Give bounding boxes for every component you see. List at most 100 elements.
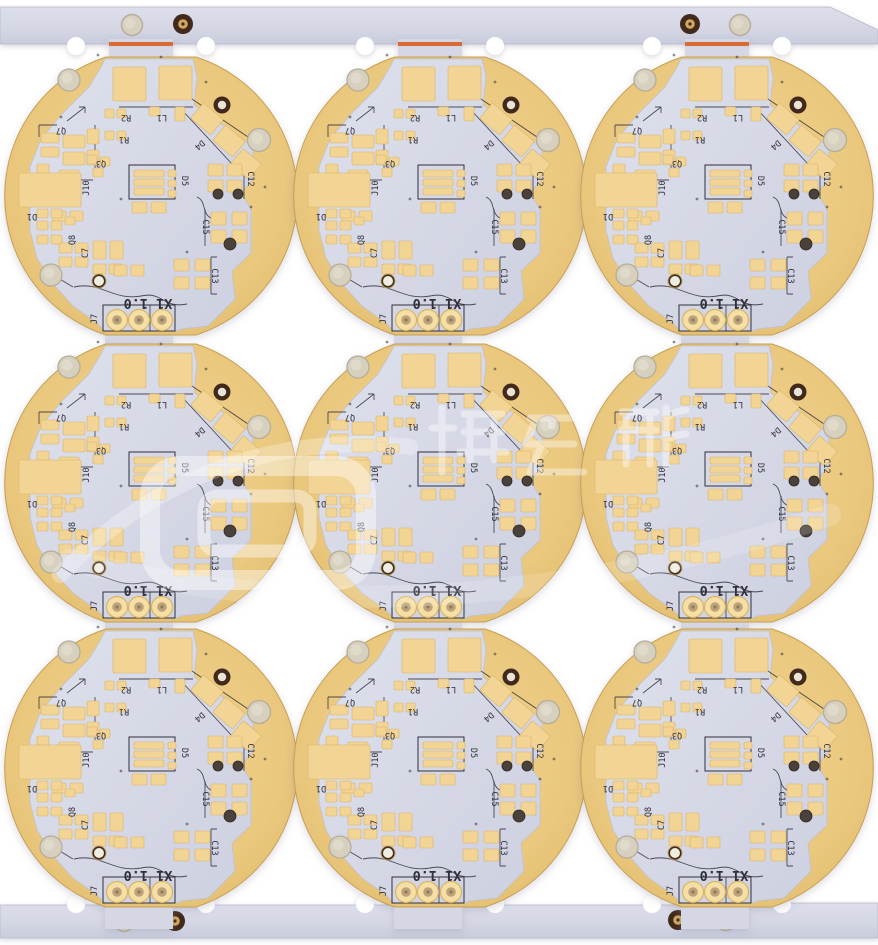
gold-pad [479, 390, 513, 422]
tooling-hole-plain [120, 13, 144, 37]
gold-pad [786, 801, 803, 816]
speck [635, 115, 639, 119]
silkscreen-line [642, 393, 662, 409]
silkscreen-label-R1: R1 [119, 421, 129, 431]
gold-pad [393, 680, 404, 691]
gold-pad [131, 773, 148, 786]
gold-pad [104, 395, 115, 406]
gold-pad [634, 529, 649, 541]
gold-pad [393, 417, 404, 428]
gold-pad [381, 835, 396, 847]
gold-pad [401, 638, 436, 674]
gold-pad [388, 156, 400, 167]
gold-pad [709, 169, 741, 178]
gold-pad [709, 178, 741, 187]
silkscreen-label-C12: C12 [245, 458, 255, 473]
gold-pad [766, 390, 800, 422]
silkscreen-label-D1: D1 [603, 783, 613, 793]
silkscreen-label-Q8: Q8 [644, 235, 654, 245]
speck [672, 53, 676, 57]
gold-pad [626, 521, 639, 532]
gold-pad [130, 264, 145, 277]
gold-pad [770, 848, 787, 862]
gold-pad [402, 551, 417, 564]
silkscreen-line [66, 678, 86, 694]
gold-pad [692, 680, 703, 691]
gold-pad [150, 488, 167, 501]
gold-pad [40, 718, 60, 730]
silkscreen-label-Q3: Q3 [385, 445, 395, 455]
j7-connector-pad [726, 308, 750, 332]
gold-pad [668, 263, 683, 275]
gold-pad [112, 66, 147, 102]
gold-pad [685, 812, 700, 832]
speck [780, 367, 784, 371]
speck [119, 769, 123, 773]
gold-pad [515, 163, 532, 177]
gold-pad [325, 450, 339, 461]
speck [204, 652, 208, 656]
gold-pad [650, 529, 665, 541]
gold-pad [520, 229, 537, 244]
silkscreen-label-J10: J10 [371, 180, 381, 195]
gold-pad [668, 812, 683, 832]
gold-pad [662, 441, 674, 452]
gold-pad [148, 678, 161, 689]
gold-pad [456, 741, 466, 750]
mounting-hole [246, 414, 272, 440]
gold-pad [402, 836, 417, 849]
small-ring-hole [91, 845, 107, 861]
gold-pad [92, 550, 107, 562]
silkscreen-label-C13: C13 [785, 555, 795, 570]
silkscreen-label-D1: D1 [316, 211, 326, 221]
silkscreen-label-D5: D5 [179, 748, 189, 758]
gold-pad [212, 412, 246, 444]
silkscreen-label-R2: R2 [697, 112, 707, 122]
gold-pad [626, 234, 639, 245]
gold-pad [194, 276, 211, 290]
gold-pad [692, 417, 703, 428]
j7-connector-pad [150, 308, 174, 332]
gold-pad [662, 726, 674, 737]
via-dark [799, 237, 813, 251]
gold-pad [116, 395, 127, 406]
gold-pad [113, 264, 128, 277]
gold-pad [439, 201, 456, 214]
gold-pad [788, 125, 822, 157]
j7-connector-pad [681, 880, 705, 904]
gold-pad [640, 788, 652, 798]
silkscreen-label-Q8: Q8 [357, 807, 367, 817]
j7-connector-pad [105, 595, 129, 619]
gold-pad [612, 792, 625, 803]
silkscreen-label-Q3: Q3 [96, 158, 106, 168]
silkscreen-line [786, 828, 793, 867]
gold-pad [339, 780, 352, 791]
gold-pad [496, 163, 513, 177]
mounting-hole [39, 263, 63, 287]
gold-pad [668, 240, 683, 260]
gold-pad [634, 256, 649, 268]
silkscreen-label-Q8: Q8 [644, 807, 654, 817]
silkscreen-label-C13: C13 [498, 268, 508, 283]
gold-pad [133, 169, 165, 178]
silkscreen-line [499, 256, 506, 295]
via-dark [501, 188, 513, 200]
gold-pad [638, 723, 662, 738]
gold-pad [668, 835, 683, 847]
gold-pad [520, 783, 537, 798]
silkscreen-line [772, 768, 790, 792]
fiducial-ringed-hole [213, 96, 231, 114]
gold-pad [439, 488, 456, 501]
gold-pad [734, 637, 769, 673]
silkscreen-label-C7: C7 [370, 535, 380, 545]
mounting-hole [615, 263, 639, 287]
gold-pad [329, 704, 349, 716]
silkscreen-label-X110: X1 1.0 [700, 867, 749, 883]
gold-pad [92, 835, 107, 847]
gold-pad [36, 163, 50, 174]
silkscreen-label-D5: D5 [179, 176, 189, 186]
gold-pad [347, 242, 362, 254]
mounting-hole [615, 835, 639, 859]
gold-pad [150, 201, 167, 214]
gold-pad [668, 454, 680, 465]
